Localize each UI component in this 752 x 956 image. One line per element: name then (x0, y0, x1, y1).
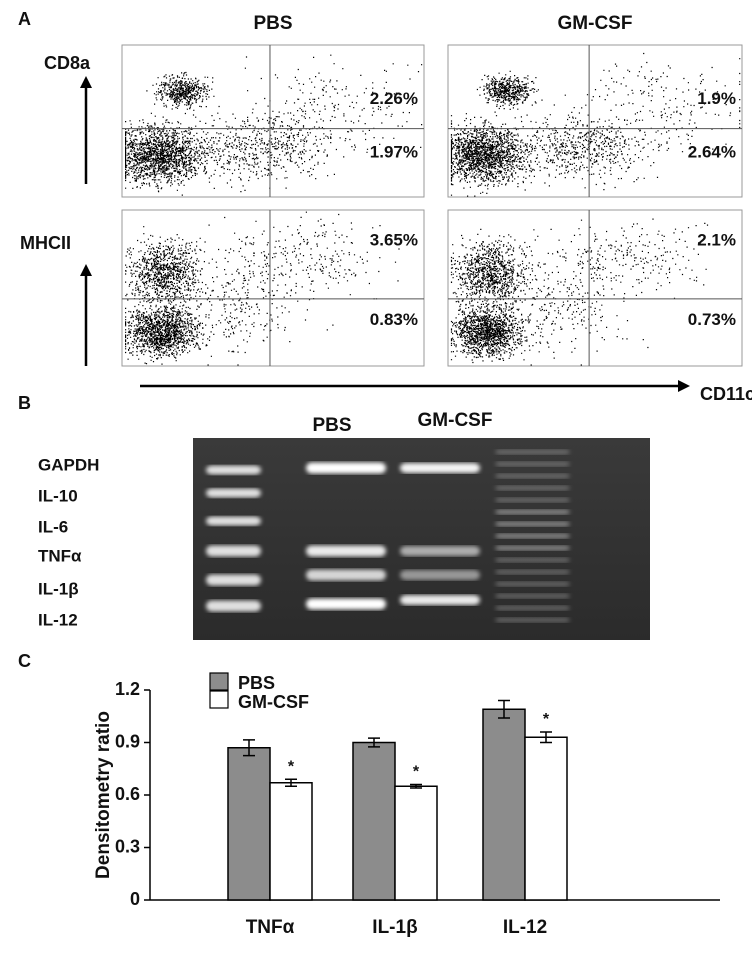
gel-band (495, 581, 570, 587)
gel-band (495, 545, 570, 551)
y-tick-label: 1.2 (115, 679, 140, 699)
gel-band (306, 569, 386, 581)
panel-label: B (18, 393, 31, 413)
lane-label: PBS (312, 415, 351, 436)
column-title: PBS (253, 13, 292, 34)
lane-label: GM-CSF (418, 410, 493, 431)
legend-label: GM-CSF (238, 692, 309, 712)
error-bar (540, 731, 552, 744)
gel-band (495, 593, 570, 599)
gel-band (495, 521, 570, 527)
gel-band (400, 595, 480, 605)
cell-dots (450, 218, 709, 366)
arrow-head (678, 380, 690, 392)
gel-band (495, 497, 570, 503)
gel-band (306, 598, 386, 610)
gel-band (206, 545, 261, 557)
percentage: 0.73% (688, 310, 736, 329)
gel-band (495, 533, 570, 539)
cell-dots (450, 52, 741, 197)
gel-band (206, 516, 261, 526)
y-axis-label: Densitometry ratio (93, 711, 114, 879)
percentage: 1.9% (697, 89, 736, 108)
error-bar (498, 699, 510, 719)
y-tick-label: 0.9 (115, 731, 140, 751)
gel-band (206, 465, 261, 475)
plot-frame (121, 44, 425, 198)
legend-swatch (209, 672, 229, 691)
x-tick-label: TNFα (246, 917, 295, 938)
x-tick-label: IL-12 (503, 917, 547, 938)
marker-label: CD8a (44, 53, 91, 73)
y-tick-label: 0 (130, 889, 140, 909)
bar (227, 747, 271, 901)
error-bar (368, 737, 380, 748)
gene-label: TNFα (38, 546, 82, 565)
error-bar (243, 739, 255, 757)
gel-band (495, 617, 570, 623)
cell-dots (125, 54, 423, 196)
significance-mark: * (288, 758, 295, 775)
percentage: 3.65% (370, 231, 418, 250)
gel-band (206, 600, 261, 612)
gene-label: GAPDH (38, 455, 99, 474)
percentage: 1.97% (370, 142, 418, 161)
marker-label: MHCII (20, 233, 71, 253)
marker-label: CD11c (700, 384, 752, 404)
gel-band (495, 485, 570, 491)
gel-band (495, 461, 570, 467)
percentage: 2.26% (370, 89, 418, 108)
gene-label: IL-1β (38, 579, 79, 598)
x-tick-label: IL-1β (372, 917, 417, 938)
error-bar (285, 778, 297, 787)
panel-label: C (18, 651, 31, 671)
gel-band (495, 473, 570, 479)
percentage: 0.83% (370, 310, 418, 329)
arrow-head (80, 264, 92, 276)
gel-band (400, 546, 480, 556)
y-tick-label: 0.3 (115, 836, 140, 856)
gel-band (495, 449, 570, 455)
gene-label: IL-12 (38, 610, 78, 629)
bar (394, 785, 438, 901)
gel-band (495, 509, 570, 515)
legend-swatch (209, 690, 229, 709)
error-bar (410, 783, 422, 789)
percentage: 2.1% (697, 231, 736, 250)
gel-band (495, 569, 570, 575)
gel-band (495, 557, 570, 563)
significance-mark: * (543, 711, 550, 728)
gel-band (206, 488, 261, 498)
panel-label: A (18, 9, 31, 29)
gene-label: IL-10 (38, 486, 78, 505)
significance-mark: * (413, 764, 420, 781)
arrow-head (80, 76, 92, 88)
gel-band (306, 545, 386, 557)
column-title: GM-CSF (558, 13, 633, 34)
gel-band (306, 462, 386, 474)
y-tick-label: 0.6 (115, 784, 140, 804)
gel-band (400, 463, 480, 473)
gel-band (206, 574, 261, 586)
percentage: 2.64% (688, 142, 736, 161)
legend-label: PBS (238, 673, 275, 693)
bar (269, 782, 313, 901)
gel-band (400, 570, 480, 580)
bar (352, 741, 396, 901)
bar (524, 736, 568, 901)
bar (482, 708, 526, 901)
gene-label: IL-6 (38, 517, 68, 536)
cell-dots (125, 211, 400, 366)
gel-band (495, 605, 570, 611)
